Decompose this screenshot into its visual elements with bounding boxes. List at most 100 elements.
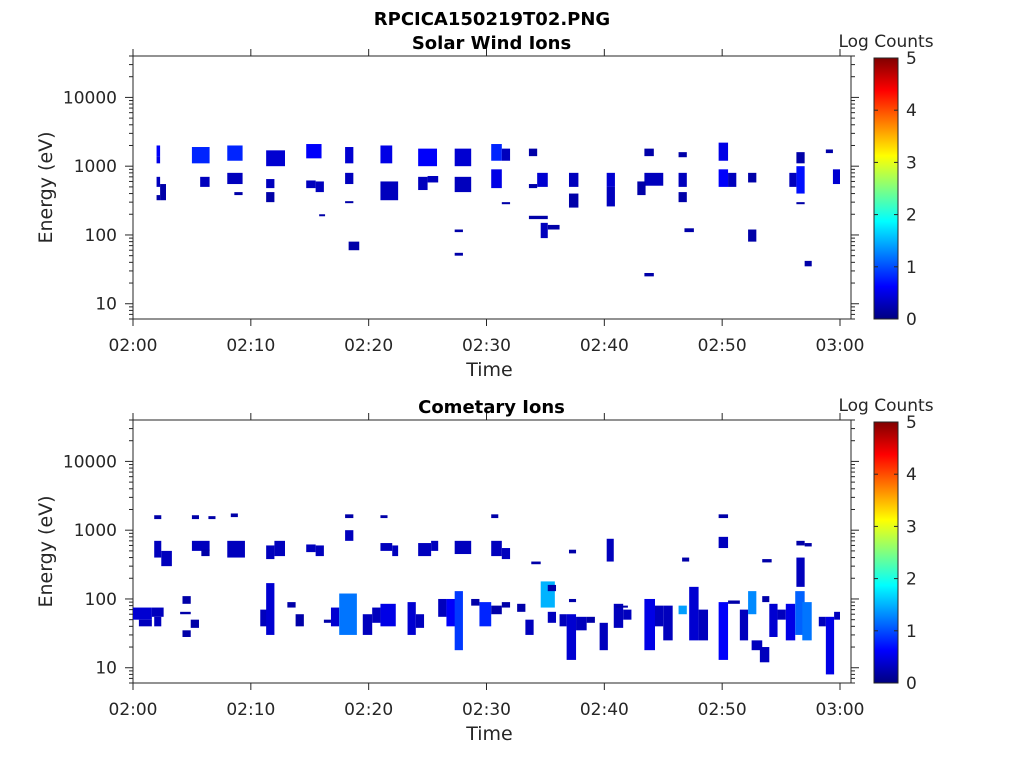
colorbar-tick-label: 4 [906,101,917,121]
heatmap-cell [547,611,557,623]
heatmap-cell [418,543,432,557]
heatmap-cell [540,222,548,239]
panel-title: Cometary Ions [418,397,565,418]
heatmap-cell [230,513,238,518]
heatmap-cell [796,152,805,164]
y-tick-label: 10000 [63,88,117,108]
heatmap-cell [151,607,164,617]
heatmap-cell [818,616,826,627]
heatmap-cell [407,602,416,635]
heatmap-cell [348,241,360,251]
heatmap-cell [287,602,296,608]
heatmap-cell [160,184,166,201]
x-tick-label: 02:50 [698,700,747,720]
heatmap-cell [678,172,687,187]
heatmap-cell [606,172,615,187]
heatmap-cell [156,156,161,164]
heatmap-cell [161,550,172,567]
heatmap-cell [345,530,354,541]
y-tick-label: 10 [95,295,117,315]
heatmap-cell [266,150,286,167]
heatmap-cell [339,593,357,635]
y-tick-label: 100 [85,590,117,610]
y-axis: 10 100 1000 10000 [63,55,859,320]
heatmap-cell [804,543,812,547]
colorbar-tick-label: 1 [906,622,917,642]
heatmap-cells [133,513,840,675]
heatmap-cell [201,549,210,557]
heatmap-cell [156,176,161,187]
heatmap-cell [190,619,199,628]
heatmap-cell [547,584,557,592]
heatmap-cell [528,184,538,189]
y-axis-label: Energy (eV) [35,131,57,243]
heatmap-cell [785,603,796,641]
heatmap-cell [613,603,624,628]
heatmap-cell [623,609,632,620]
heatmap-cell [762,596,770,603]
heatmap-cell [501,548,511,560]
heatmap-cell [689,586,699,641]
colorbar-tick-label: 5 [906,413,917,433]
x-axis: 02:00 02:10 02:20 02:30 02:40 02:50 03:00 [109,49,865,356]
x-tick-label: 02:50 [698,336,747,356]
colorbar-tick-label: 5 [906,49,917,69]
heatmap-cell [531,561,541,565]
heatmap-cell [191,515,199,520]
heatmap-cell [655,605,664,627]
colorbar-label: Log Counts [838,32,933,52]
heatmap-cell [380,543,393,551]
heatmap-cell [234,192,243,196]
x-tick-label: 02:30 [462,336,511,356]
heatmap-cell [306,180,316,189]
heatmap-cell [154,515,162,520]
heatmap-cell [227,145,243,161]
colorbar-tick-label: 1 [906,258,917,278]
panel-title: Solar Wind Ions [412,33,571,54]
heatmap-cell [345,514,354,519]
colorbar-tick-label: 2 [906,206,917,226]
heatmap-cell [586,616,595,623]
heatmap-cell [491,540,502,557]
y-tick-label: 1000 [74,157,117,177]
heatmap-cell [306,144,322,159]
heatmap-cell [491,605,502,615]
heatmap-cell [266,179,275,189]
heatmap-cell [644,598,656,651]
heatmap-cell [568,172,579,187]
heatmap-cell [260,609,270,627]
heatmap-cell [718,602,729,660]
x-tick-label: 02:20 [344,336,393,356]
heatmap-cell [362,614,373,635]
heatmap-cell [718,142,729,161]
heatmap-cell [566,614,577,660]
x-tick-label: 02:10 [226,336,275,356]
x-axis-label: Time [465,723,513,745]
heatmap-cell [748,229,757,242]
heatmap-cell [663,605,673,641]
heatmap-cell [728,600,740,604]
heatmap-cell [537,172,548,187]
heatmap-cell [380,145,393,164]
heatmap-cell [446,598,458,627]
heatmap-cell [825,149,833,154]
heatmap-cell [796,557,805,587]
heatmap-cell [684,228,694,233]
x-tick-label: 02:00 [109,336,158,356]
heatmap-cell [156,195,161,201]
heatmap-cell [644,148,654,157]
x-axis-label: Time [465,359,513,381]
heatmap-cell [644,172,664,186]
heatmap-cell [415,614,425,628]
x-tick-label: 02:40 [580,336,629,356]
heatmap-cell [718,536,729,549]
heatmap-cell [427,175,439,183]
heatmap-cell [208,516,216,520]
heatmap-cell [637,181,646,196]
y-tick-label: 100 [85,226,117,246]
heatmap-cell [380,181,399,201]
heatmap-cell [832,169,840,185]
heatmap-cell [418,148,438,167]
